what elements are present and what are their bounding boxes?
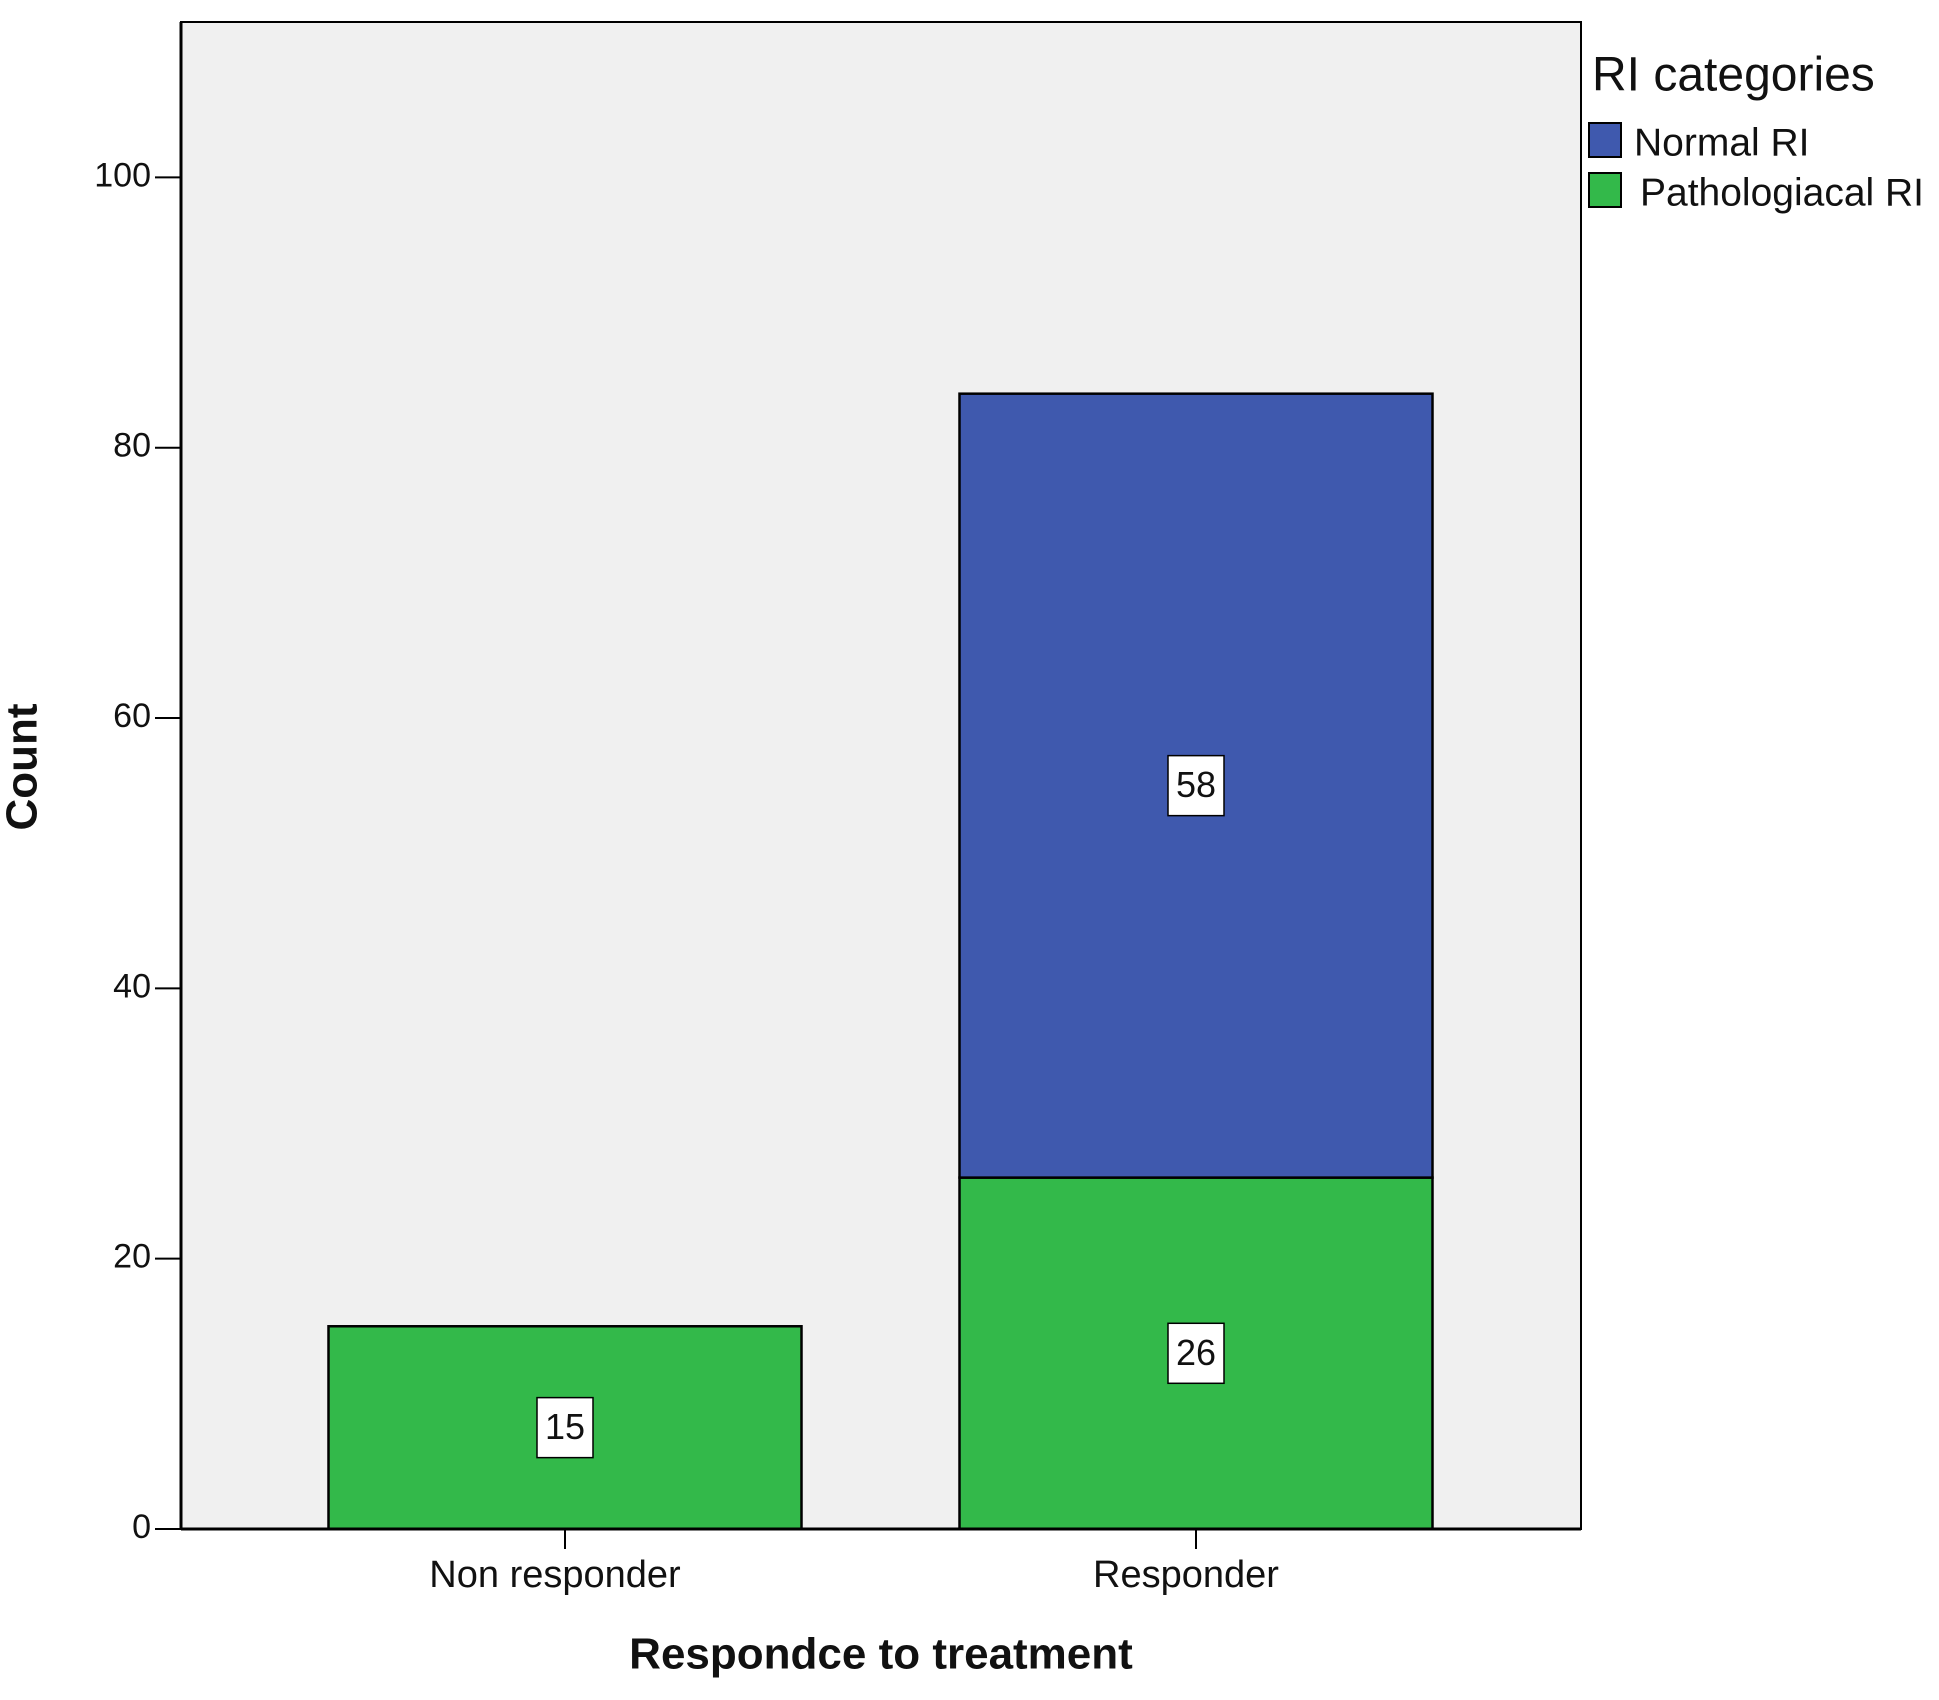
y-tick-label: 0: [132, 1508, 151, 1546]
data-label: 15: [545, 1406, 585, 1447]
x-tick-label: Responder: [1093, 1554, 1279, 1596]
legend-label: Pathologiacal RI: [1640, 171, 1924, 214]
y-tick-label: 20: [113, 1238, 151, 1276]
y-tick-label: 100: [94, 156, 151, 194]
data-label-box: [1167, 1322, 1225, 1385]
legend-title: RI categories: [1592, 49, 1875, 102]
data-label-box: [536, 1396, 594, 1459]
data-label: 26: [1176, 1332, 1216, 1373]
y-tick-label: 40: [113, 967, 151, 1005]
data-label: 58: [1176, 764, 1216, 805]
y-tick-label: 60: [113, 697, 151, 735]
y-tick-label: 80: [113, 427, 151, 465]
legend-swatch: [1588, 172, 1622, 208]
legend-label: Normal RI: [1634, 121, 1810, 164]
legend-swatch: [1588, 122, 1622, 158]
y-axis-title: Count: [0, 703, 47, 830]
x-axis-title: Respondce to treatment: [629, 1630, 1133, 1679]
data-label-box: [1167, 754, 1225, 817]
x-tick-label: Non responder: [429, 1554, 681, 1596]
